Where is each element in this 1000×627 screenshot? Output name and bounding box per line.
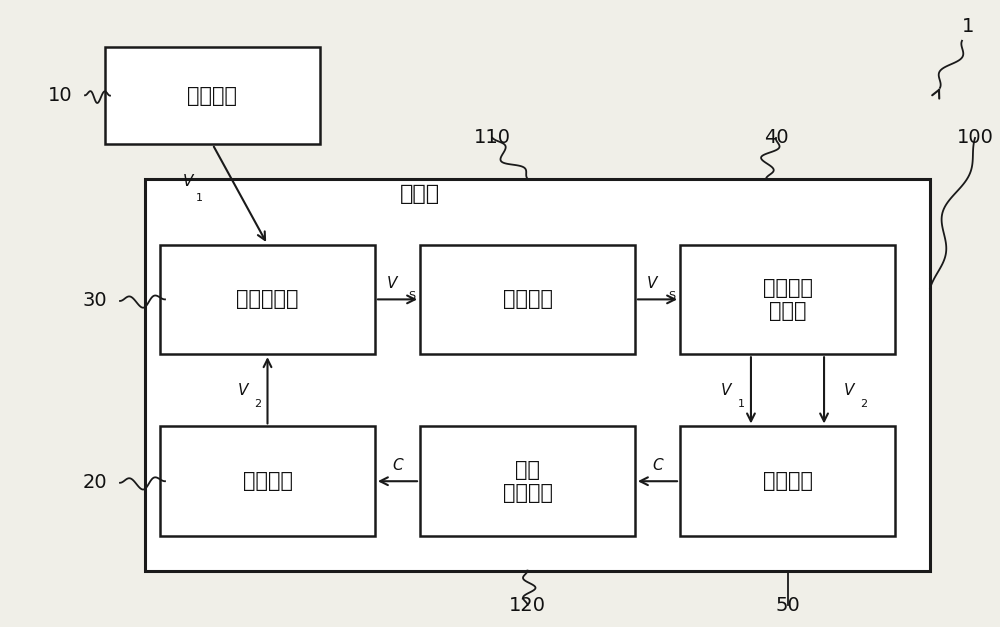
Text: 1: 1 [962, 17, 974, 36]
Text: 100: 100 [957, 129, 993, 147]
Text: 检测模块: 检测模块 [188, 86, 238, 105]
Text: C: C [392, 458, 403, 473]
Text: 逻辑运算器: 逻辑运算器 [236, 290, 299, 309]
Text: S: S [668, 292, 675, 301]
Text: V: V [387, 277, 398, 291]
Bar [420, 245, 635, 354]
Bar [160, 245, 375, 354]
Text: 110: 110 [474, 129, 511, 147]
Text: 1: 1 [196, 192, 203, 203]
Bar [160, 426, 375, 536]
Text: 2: 2 [254, 399, 261, 409]
Text: 终端装置: 终端装置 [242, 472, 292, 491]
Text: 2: 2 [860, 399, 868, 409]
Text: V: V [182, 174, 193, 189]
Text: S: S [408, 292, 415, 301]
Text: 120: 120 [509, 596, 546, 614]
Text: 30: 30 [83, 292, 107, 310]
Text: 20: 20 [83, 473, 107, 492]
Text: V: V [721, 383, 731, 398]
Text: 40: 40 [764, 129, 788, 147]
Text: 50: 50 [775, 596, 800, 614]
Text: 10: 10 [48, 86, 72, 105]
Text: V: V [844, 383, 854, 398]
Text: 电路板: 电路板 [400, 184, 440, 204]
Text: 控制
信号通道: 控制 信号通道 [503, 460, 552, 503]
Bar [680, 426, 895, 536]
Bar [105, 47, 320, 144]
Bar [680, 245, 895, 354]
Text: 1: 1 [737, 399, 744, 409]
Text: 处理单元: 处理单元 [763, 472, 813, 491]
Text: 反向逻辑
运算器: 反向逻辑 运算器 [763, 278, 813, 321]
Text: V: V [647, 277, 658, 291]
Bar [145, 179, 930, 571]
Text: V: V [237, 383, 248, 398]
Text: C: C [652, 458, 663, 473]
Text: 传输通道: 传输通道 [503, 290, 552, 309]
Bar [420, 426, 635, 536]
